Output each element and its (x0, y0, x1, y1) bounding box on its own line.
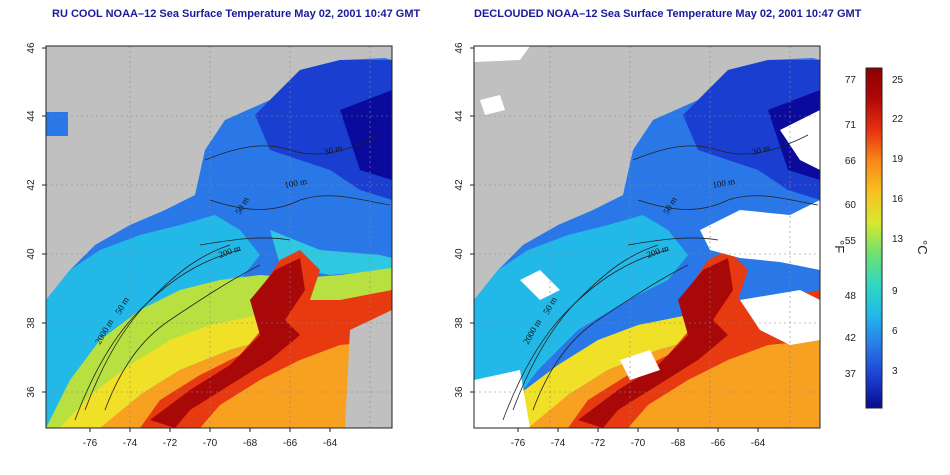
x-tick-label: -68 (671, 438, 686, 449)
colorbar-c-tick: 22 (892, 114, 904, 125)
y-tick-label: 42 (26, 179, 37, 191)
colorbar-f-tick: 66 (845, 156, 857, 167)
colorbar-f-tick: 60 (845, 200, 857, 211)
left-gulf-of-maine (255, 60, 392, 200)
y-tick-label: 36 (454, 386, 465, 398)
y-tick-label: 42 (454, 179, 465, 191)
x-tick-label: -76 (511, 438, 526, 449)
colorbar-c-tick: 16 (892, 194, 904, 205)
contour-depth-label: 30 m (751, 143, 771, 157)
left-map-layers (46, 46, 392, 428)
left-gulf-stream-core (150, 258, 305, 428)
contour-depth-label: 100 m (712, 176, 736, 190)
x-tick-label: -68 (243, 438, 258, 449)
x-tick-label: -74 (551, 438, 566, 449)
colorbar-f-tick: 71 (845, 120, 857, 131)
x-tick-label: -70 (631, 438, 646, 449)
contour-depth-label: 30 m (323, 143, 343, 157)
colorbar-c-tick: 3 (892, 366, 898, 377)
right-gridlines (474, 46, 820, 428)
x-tick-label: -66 (711, 438, 726, 449)
colorbar-c-tick: 19 (892, 154, 904, 165)
x-tick-label: -70 (203, 438, 218, 449)
y-tick-label: 38 (454, 317, 465, 329)
left-panel-title: RU COOL NOAA–12 Sea Surface Temperature … (52, 8, 421, 20)
left-deep-cold-patch (340, 90, 392, 180)
colorbar-ticks: 77 71 66 60 55 48 42 37 25 22 19 16 13 9 6 3 (845, 75, 904, 380)
colorbar-c-tick: 13 (892, 234, 904, 245)
colorbar-c-tick: 25 (892, 75, 904, 86)
y-tick-label: 46 (454, 42, 465, 54)
y-tick-label: 40 (454, 248, 465, 260)
left-map-frame (45, 45, 393, 429)
y-tick-label: 36 (26, 386, 37, 398)
right-map-layers (474, 46, 820, 428)
x-tick-label: -64 (751, 438, 766, 449)
right-gulf-of-maine (683, 60, 820, 200)
colorbar: 77 71 66 60 55 48 42 37 25 22 19 16 13 9 6 3 °F °C (832, 67, 930, 409)
left-lake-blob (46, 112, 68, 136)
contour-depth-label: 100 m (284, 176, 308, 190)
colorbar-celsius-label: °C (915, 240, 930, 255)
colorbar-f-tick: 48 (845, 291, 857, 302)
left-contours (74, 134, 391, 421)
y-tick-label: 46 (26, 42, 37, 54)
right-gulf-stream-core (578, 258, 733, 428)
x-tick-label: -66 (283, 438, 298, 449)
colorbar-c-tick: 9 (892, 286, 898, 297)
x-tick-label: -64 (323, 438, 338, 449)
colorbar-fahrenheit-label: °F (832, 240, 847, 253)
left-gridlines (46, 46, 392, 428)
x-tick-label: -72 (163, 438, 178, 449)
colorbar-c-tick: 6 (892, 326, 898, 337)
x-tick-label: -76 (83, 438, 98, 449)
y-tick-label: 40 (26, 248, 37, 260)
right-contours (502, 134, 819, 421)
x-tick-label: -72 (591, 438, 606, 449)
colorbar-f-tick: 37 (845, 369, 857, 380)
y-tick-label: 38 (26, 317, 37, 329)
colorbar-f-tick: 55 (845, 236, 857, 247)
colorbar-f-tick: 42 (845, 333, 857, 344)
left-east-land-fill (345, 310, 392, 428)
colorbar-gradient (865, 67, 883, 409)
right-map-frame (473, 45, 821, 429)
y-tick-label: 44 (454, 110, 465, 122)
colorbar-f-tick: 77 (845, 75, 857, 86)
y-tick-label: 44 (26, 110, 37, 122)
x-tick-label: -74 (123, 438, 138, 449)
right-panel-title: DECLOUDED NOAA–12 Sea Surface Temperatur… (474, 8, 862, 20)
